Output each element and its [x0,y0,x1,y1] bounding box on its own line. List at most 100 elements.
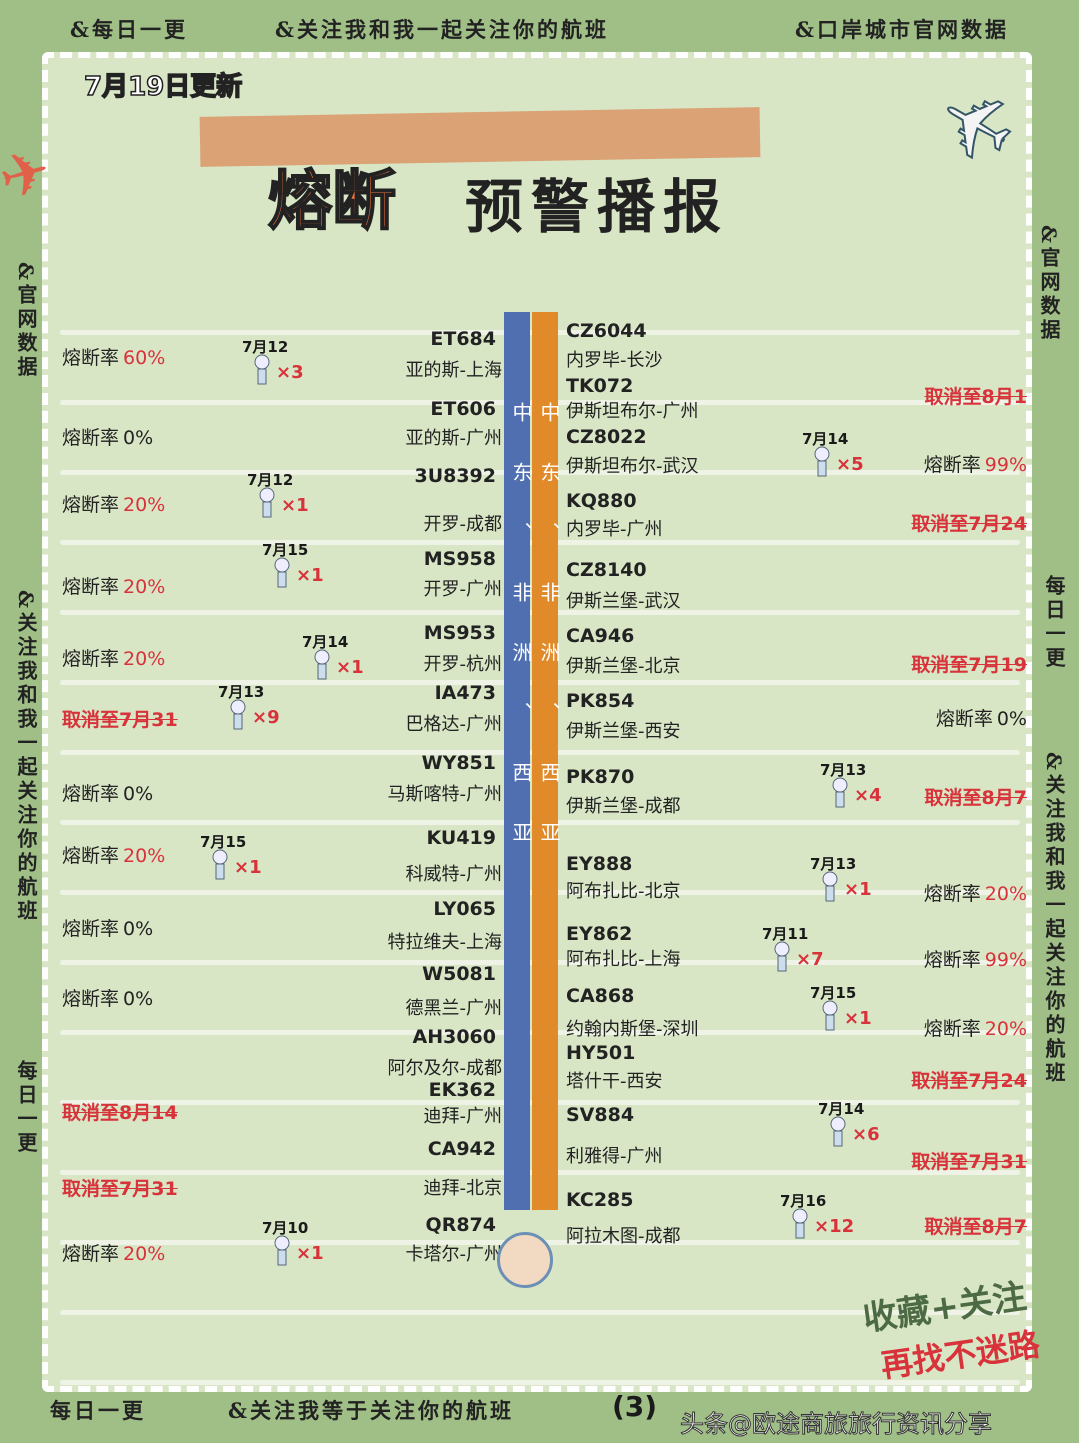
flight-route: 开罗-杭州 [423,654,503,675]
footer-follow: &关注我等于关注你的航班 [228,1398,514,1423]
suspension-date: 7月16 [780,1192,827,1210]
side-left-official: &官网数据 [14,262,38,381]
case-count: ×4 [854,785,882,806]
fuse-rate-label: 熔断率 [935,708,993,730]
fuse-rate-label: 熔断率 [62,427,120,449]
medic-icon [272,557,292,591]
flight-route: 内罗毕-长沙 [566,350,663,371]
cancel-until: 取消至7月31 [62,1178,178,1200]
fuse-rate-label: 熔断率 [62,648,120,670]
case-count: ×1 [234,857,262,878]
status-text: 取消至8月14 [62,1098,178,1125]
status-text: 熔断率 99% [924,945,1027,972]
flight-route: 开罗-成都 [423,514,503,535]
side-right-official: &官网数据 [1037,225,1061,344]
medic-icon [790,1208,810,1242]
suspension-date: 7月12 [247,471,294,489]
flight-route: 迪拜-广州 [423,1106,503,1127]
fuse-rate-label: 熔断率 [923,883,981,905]
side-right-daily: 每日一更 [1042,575,1066,671]
case-count: ×1 [336,657,364,678]
doctor-mascot [497,1232,553,1288]
cancel-until: 取消至7月31 [62,709,178,731]
suspension-date: 7月15 [200,833,247,851]
case-count: ×6 [852,1124,880,1145]
flight-code: CZ6044 [566,320,647,342]
status-text: 熔断率 0% [936,704,1027,731]
fuse-rate-value: 20% [123,648,166,670]
header-official-data: &口岸城市官网数据 [795,17,1009,42]
status-text: 取消至8月7 [925,783,1027,810]
case-count: ×3 [276,362,304,383]
cancel-until: 取消至7月24 [911,513,1027,535]
header-follow: &关注我和我一起关注你的航班 [275,17,609,42]
suspension-date: 7月13 [218,683,265,701]
flight-route: 巴格达-广州 [405,714,503,735]
flight-route: 伊斯坦布尔-武汉 [566,456,699,477]
fuse-rate-value: 20% [123,576,166,598]
flight-code: CA868 [566,985,635,1007]
flight-code: CZ8022 [566,426,647,448]
case-count: ×1 [296,1243,324,1264]
flight-code: SV884 [566,1104,635,1126]
fuse-rate-label: 熔断率 [62,576,120,598]
case-count: ×1 [844,1008,872,1029]
medic-icon [272,1235,292,1269]
status-text: 熔断率 0% [62,779,153,806]
medic-icon [228,699,248,733]
flight-route: 塔什干-西安 [566,1071,663,1092]
fuse-rate-value: 20% [984,883,1027,905]
page-number: (3) [612,1390,658,1423]
flight-route: 特拉维夫-上海 [387,932,503,953]
flight-route: 亚的斯-上海 [405,360,503,381]
status-text: 熔断率 0% [62,423,153,450]
status-text: 取消至7月19 [911,650,1027,677]
region-label: 中东、非洲、西亚 [509,402,533,882]
cancel-until: 取消至8月14 [62,1102,178,1124]
status-text: 熔断率 0% [62,914,153,941]
suspension-date: 7月11 [762,925,809,943]
suspension-date: 7月13 [820,761,867,779]
cancel-until: 取消至8月7 [924,1216,1027,1238]
flight-code: IA473 [434,682,496,704]
fuse-rate-value: 0% [996,708,1027,730]
medic-icon [830,777,850,811]
flight-route: 科威特-广州 [405,864,503,885]
fuse-rate-label: 熔断率 [62,494,120,516]
fuse-rate-label: 熔断率 [923,949,981,971]
status-text: 取消至7月31 [62,1174,178,1201]
flight-route: 阿尔及尔-成都 [387,1058,503,1079]
flight-code: HY501 [566,1042,636,1064]
fuse-rate-value: 0% [123,918,154,940]
fuse-rate-label: 熔断率 [62,988,120,1010]
flight-code: CA946 [566,625,635,647]
status-text: 熔断率 99% [924,450,1027,477]
footer-daily: 每日一更 [50,1398,146,1423]
side-left-follow: &关注我和我一起关注你的航班 [14,590,38,925]
case-count: ×1 [281,495,309,516]
fuse-rate-value: 20% [123,845,166,867]
fuse-rate-value: 20% [123,494,166,516]
medic-icon [820,1000,840,1034]
case-count: ×1 [844,879,872,900]
flight-code: AH3060 [412,1026,497,1048]
suspension-date: 7月14 [302,633,349,651]
fuse-rate-label: 熔断率 [62,783,120,805]
flight-route: 阿布扎比-上海 [566,949,681,970]
case-count: ×1 [296,565,324,586]
status-text: 熔断率 0% [62,984,153,1011]
fuse-rate-value: 20% [984,1018,1027,1040]
medic-icon [772,941,792,975]
update-date: 7月19日更新 [83,71,243,103]
flight-route: 利雅得-广州 [566,1146,663,1167]
fuse-rate-value: 99% [984,949,1027,971]
fuse-rate-value: 0% [123,427,154,449]
flight-code: EK362 [428,1079,496,1101]
flight-code: QR874 [425,1214,496,1236]
fuse-rate-label: 熔断率 [62,347,120,369]
status-text: 取消至7月24 [911,509,1027,536]
flight-route: 伊斯兰堡-武汉 [566,591,681,612]
suspension-date: 7月15 [810,984,857,1002]
suspension-date: 7月10 [262,1219,309,1237]
flight-route: 迪拜-北京 [423,1178,503,1199]
